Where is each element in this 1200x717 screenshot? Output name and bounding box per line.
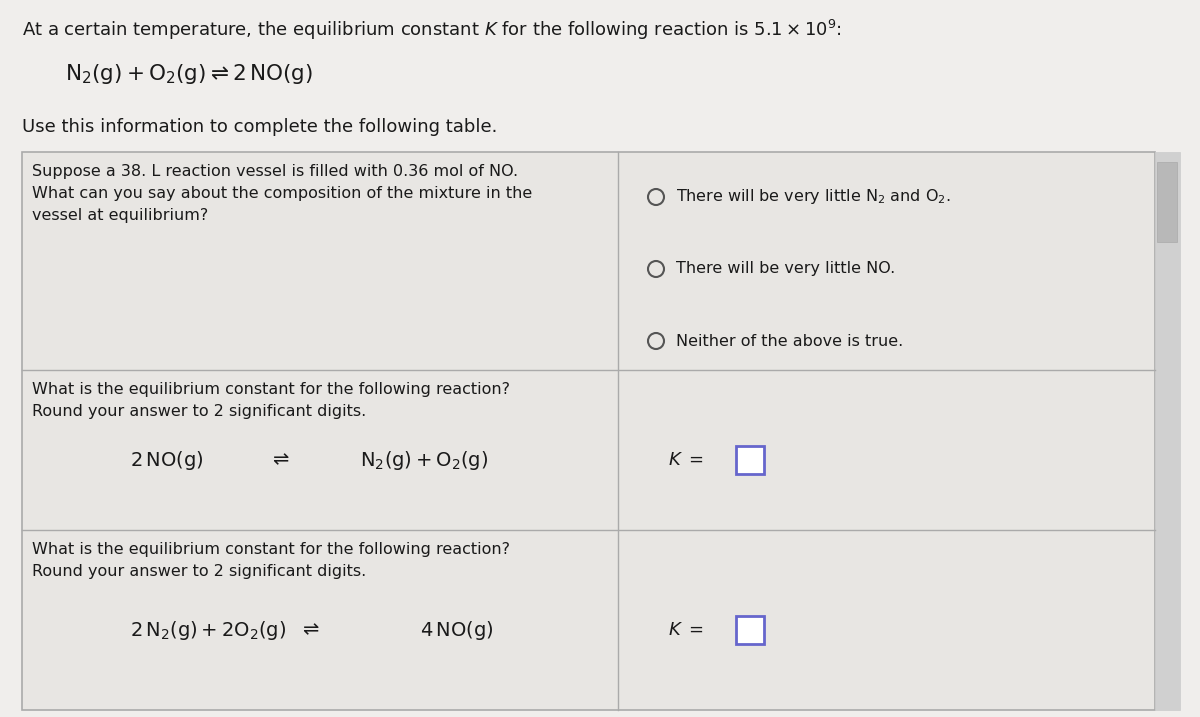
Text: $\mathrm{N_2(g) + O_2(g) \rightleftharpoons 2\,NO(g)}$: $\mathrm{N_2(g) + O_2(g) \rightleftharpo… — [65, 62, 313, 86]
Text: There will be very little NO.: There will be very little NO. — [676, 262, 895, 277]
Text: $\rightleftharpoons$: $\rightleftharpoons$ — [299, 620, 320, 640]
Text: Neither of the above is true.: Neither of the above is true. — [676, 333, 904, 348]
Text: Use this information to complete the following table.: Use this information to complete the fol… — [22, 118, 497, 136]
Text: Round your answer to 2 significant digits.: Round your answer to 2 significant digit… — [32, 404, 366, 419]
Text: $4\,\mathrm{NO(g)}$: $4\,\mathrm{NO(g)}$ — [420, 619, 493, 642]
Text: Round your answer to 2 significant digits.: Round your answer to 2 significant digit… — [32, 564, 366, 579]
Text: $2\,\mathrm{N_2(g)+2O_2(g)}$: $2\,\mathrm{N_2(g)+2O_2(g)}$ — [130, 619, 287, 642]
Text: $K\;=\;$: $K\;=\;$ — [668, 621, 703, 639]
Text: What can you say about the composition of the mixture in the: What can you say about the composition o… — [32, 186, 533, 201]
Text: $K\;=\;$: $K\;=\;$ — [668, 451, 703, 469]
FancyBboxPatch shape — [736, 616, 764, 644]
Text: What is the equilibrium constant for the following reaction?: What is the equilibrium constant for the… — [32, 382, 510, 397]
Text: At a certain temperature, the equilibrium constant $K$ for the following reactio: At a certain temperature, the equilibriu… — [22, 18, 842, 42]
FancyBboxPatch shape — [22, 152, 1154, 710]
Text: $\mathrm{N_2(g)+O_2(g)}$: $\mathrm{N_2(g)+O_2(g)}$ — [360, 449, 488, 472]
Text: $\rightleftharpoons$: $\rightleftharpoons$ — [269, 450, 290, 470]
Text: What is the equilibrium constant for the following reaction?: What is the equilibrium constant for the… — [32, 542, 510, 557]
FancyBboxPatch shape — [1157, 162, 1177, 242]
FancyBboxPatch shape — [736, 446, 764, 474]
Text: vessel at equilibrium?: vessel at equilibrium? — [32, 208, 209, 223]
Text: $2\,\mathrm{NO(g)}$: $2\,\mathrm{NO(g)}$ — [130, 449, 204, 472]
Text: Suppose a 38. L reaction vessel is filled with 0.36 mol of NO.: Suppose a 38. L reaction vessel is fille… — [32, 164, 518, 179]
Text: There will be very little N$_2$ and O$_2$.: There will be very little N$_2$ and O$_2… — [676, 188, 950, 206]
FancyBboxPatch shape — [1154, 152, 1180, 710]
